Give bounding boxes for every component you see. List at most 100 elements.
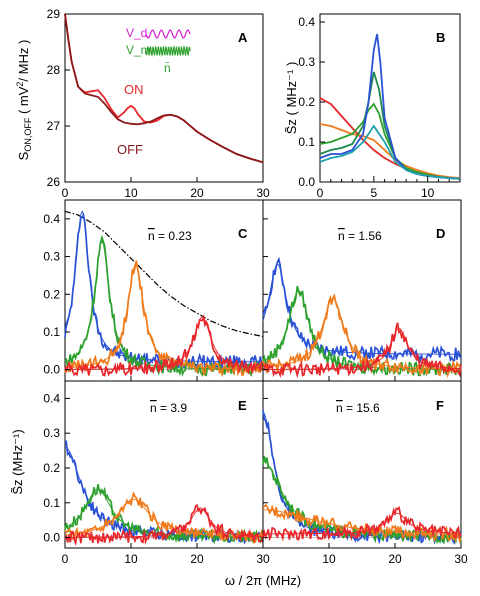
- nbar-symbol: n: [338, 229, 345, 243]
- series-line-1: [319, 123, 461, 179]
- x-axis-label: ω / 2π (MHz): [225, 573, 301, 588]
- y-tick-label: 0.1: [43, 325, 60, 339]
- panel-c-nbar: n = 0.23: [148, 229, 192, 243]
- panel-b-ylabel: S̃z ( MHz⁻¹ ): [284, 62, 299, 135]
- panel-c: C n = 0.23 0.0 0.1 0.2 0.3 0.4: [43, 199, 264, 382]
- panel-e-axes: 0 10 20 30 0.0 0.1 0.2 0.3 0.4: [43, 391, 270, 566]
- y-tick-label: 0.4: [43, 391, 60, 405]
- y-tick-label: 27: [47, 119, 61, 133]
- x-tick-label: 30: [256, 552, 270, 566]
- x-tick-label: 10: [124, 186, 138, 200]
- nbar-symbol: n: [336, 401, 343, 415]
- data-line-3: [64, 503, 264, 547]
- data-line-2: [262, 293, 462, 379]
- panel-d-letter: D: [436, 226, 445, 241]
- nbar-legend-label: n̄: [164, 61, 171, 75]
- panel-e-nbar: n = 3.9: [150, 401, 187, 415]
- x-tick-label: 20: [190, 186, 204, 200]
- panel-f-nbar: n = 15.6: [336, 401, 380, 415]
- data-line-0: [262, 256, 462, 364]
- panel-b-letter: B: [436, 30, 445, 45]
- y-tick-label: 0.3: [43, 426, 60, 440]
- y-tick-label: 0.0: [43, 531, 60, 545]
- panel-c-letter: C: [238, 226, 248, 241]
- panel-e: E n = 3.9 0 10 20 30 0.0 0.1 0.2 0.3 0.4: [43, 380, 270, 566]
- envelope-line: [64, 210, 264, 338]
- y-tick-label: 0.1: [298, 135, 315, 149]
- panel-a-axes: 0 10 20 30 26 27 28 29: [47, 7, 270, 200]
- y-tick-label: 0.3: [43, 250, 60, 264]
- data-line-0: [262, 409, 462, 545]
- data-line-3: [64, 314, 264, 377]
- y-tick-label: 0.4: [298, 15, 315, 29]
- x-tick-label: 30: [256, 186, 270, 200]
- vd-vm-inset: V_d V_m n̄: [126, 26, 191, 75]
- x-tick-label: 0: [62, 186, 69, 200]
- y-tick-label: 26: [47, 175, 61, 189]
- off-label: OFF: [117, 142, 143, 157]
- panel-b-axes: 0 5 10 0.0 0.1 0.2 0.3 0.4: [298, 15, 461, 200]
- y-tick-label: 0.4: [43, 212, 60, 226]
- vm-label: V_m: [126, 43, 151, 57]
- shared-ylabel: S̃z (MHz⁻¹): [10, 429, 25, 494]
- fit-line-2: [64, 264, 264, 370]
- fit-line-0: [262, 263, 461, 355]
- y-tick-label: 0.2: [298, 95, 315, 109]
- panel-a-frame: [64, 13, 264, 183]
- series-line-4: [319, 33, 461, 180]
- panel-a-letter: A: [238, 30, 248, 45]
- data-line-3: [262, 505, 462, 542]
- panel-f: F n = 15.6 10 20 30: [262, 380, 468, 566]
- nbar-symbol: n: [150, 401, 157, 415]
- x-tick-label: 30: [454, 552, 468, 566]
- x-tick-label: 5: [371, 186, 378, 200]
- y-tick-label: 0.3: [298, 55, 315, 69]
- x-tick-label: 20: [190, 552, 204, 566]
- x-tick-label: 10: [124, 552, 138, 566]
- panel-b: B 0 5 10 0.0 0.1 0.2 0.3 0.4 S̃z ( MHz⁻¹ ): [284, 13, 461, 200]
- vd-wave: [145, 29, 191, 39]
- vd-label: V_d: [126, 26, 147, 40]
- x-tick-label: 10: [421, 186, 435, 200]
- panel-a: A 0 10 20 30 26 27 28 29 ON OFF V_d V_m n̄ SON,…: [15, 7, 270, 200]
- on-label: ON: [124, 82, 144, 97]
- series-line-3: [319, 71, 461, 180]
- y-tick-label: 0.0: [43, 363, 60, 377]
- nbar-symbol: n: [148, 229, 155, 243]
- x-tick-label: 0: [317, 186, 324, 200]
- panel-d-axes: [262, 218, 462, 381]
- y-tick-label: 28: [47, 63, 61, 77]
- panel-f-axes: 10 20 30: [262, 397, 468, 566]
- fit-line-2: [262, 297, 461, 370]
- y-tick-label: 0.2: [43, 287, 60, 301]
- panel-c-plot: [64, 210, 264, 378]
- panel-e-letter: E: [238, 398, 247, 413]
- panel-a-ylabel: SON,OFF ( mV2/ MHz ): [15, 40, 33, 161]
- vm-wave: [145, 45, 191, 57]
- fit-line-3: [263, 327, 461, 370]
- fit-line-1: [262, 460, 461, 537]
- series-line-5: [319, 124, 461, 180]
- panel-e-plot: [64, 439, 264, 547]
- y-tick-label: 0.2: [43, 461, 60, 475]
- fit-line-3: [65, 507, 263, 538]
- panel-d-nbar: n = 1.56: [338, 229, 382, 243]
- fit-line-3: [263, 512, 461, 535]
- panel-f-letter: F: [436, 398, 444, 413]
- y-tick-label: 0.0: [298, 175, 315, 189]
- fit-line-2: [64, 498, 263, 538]
- panel-a-plot: [64, 13, 264, 164]
- panel-d: D n = 1.56: [262, 199, 462, 382]
- panel-b-plot: [319, 33, 461, 180]
- x-tick-label: 10: [322, 552, 336, 566]
- panel-d-plot: [262, 256, 462, 379]
- x-tick-label: 20: [388, 552, 402, 566]
- y-tick-label: 0.1: [43, 496, 60, 510]
- x-tick-label: 0: [62, 552, 69, 566]
- fit-line-1: [64, 240, 263, 370]
- data-line-3: [262, 322, 462, 379]
- panel-c-axes: 0.0 0.1 0.2 0.3 0.4: [43, 212, 264, 381]
- series-off-line: [64, 13, 264, 164]
- y-tick-label: 29: [47, 7, 61, 21]
